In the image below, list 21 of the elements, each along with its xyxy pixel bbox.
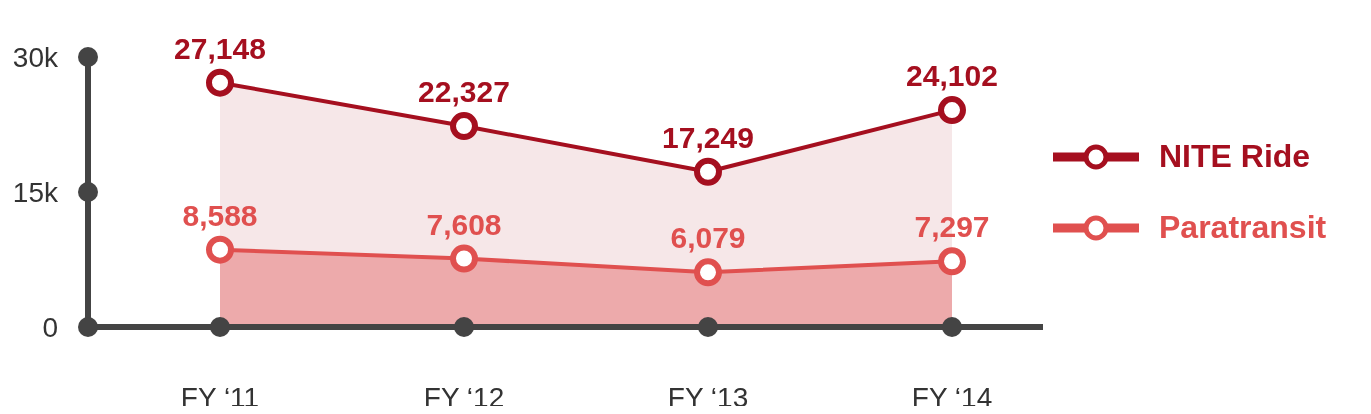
y-tick-label: 30k [12, 41, 59, 73]
data-label: 7,608 [426, 207, 502, 241]
point [694, 157, 722, 186]
point [694, 258, 722, 287]
point [938, 96, 966, 125]
legend-label: Paratransit [1159, 209, 1327, 246]
data-label: 7,297 [914, 210, 990, 244]
data-label: 17,249 [662, 120, 754, 154]
data-label: 24,102 [906, 59, 998, 93]
y-tick-label: 0 [42, 311, 58, 343]
data-label: 22,327 [418, 75, 510, 109]
point [450, 244, 478, 273]
point [206, 68, 234, 97]
data-label: 6,079 [670, 221, 746, 255]
legend-label: NITE Ride [1159, 138, 1311, 175]
data-label: 27,148 [174, 31, 266, 65]
y-tick-label: 15k [12, 176, 59, 208]
point [206, 235, 234, 264]
point [450, 112, 478, 141]
point [938, 247, 966, 276]
data-label: 8,588 [182, 198, 258, 232]
